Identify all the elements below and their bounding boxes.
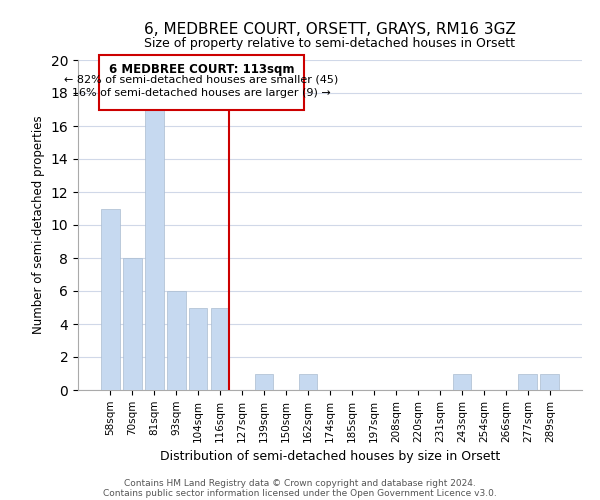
Bar [518, 374, 537, 390]
X-axis label: Distribution of semi-detached houses by size in Orsett: Distribution of semi-detached houses by … [160, 450, 500, 463]
Bar [541, 374, 559, 390]
Bar [299, 374, 317, 390]
Bar [123, 258, 142, 390]
Y-axis label: Number of semi-detached properties: Number of semi-detached properties [32, 116, 45, 334]
Text: Contains public sector information licensed under the Open Government Licence v3: Contains public sector information licen… [103, 488, 497, 498]
Bar [189, 308, 208, 390]
Bar [452, 374, 471, 390]
Bar [145, 110, 164, 390]
Bar [255, 374, 274, 390]
Text: Contains HM Land Registry data © Crown copyright and database right 2024.: Contains HM Land Registry data © Crown c… [124, 478, 476, 488]
Text: ← 82% of semi-detached houses are smaller (45): ← 82% of semi-detached houses are smalle… [64, 75, 338, 85]
FancyBboxPatch shape [99, 55, 304, 110]
Text: 16% of semi-detached houses are larger (9) →: 16% of semi-detached houses are larger (… [72, 88, 331, 98]
Text: 6, MEDBREE COURT, ORSETT, GRAYS, RM16 3GZ: 6, MEDBREE COURT, ORSETT, GRAYS, RM16 3G… [144, 22, 516, 38]
Text: Size of property relative to semi-detached houses in Orsett: Size of property relative to semi-detach… [145, 38, 515, 51]
Bar [101, 208, 119, 390]
Text: 6 MEDBREE COURT: 113sqm: 6 MEDBREE COURT: 113sqm [109, 64, 294, 76]
Bar [167, 291, 185, 390]
Bar [211, 308, 229, 390]
